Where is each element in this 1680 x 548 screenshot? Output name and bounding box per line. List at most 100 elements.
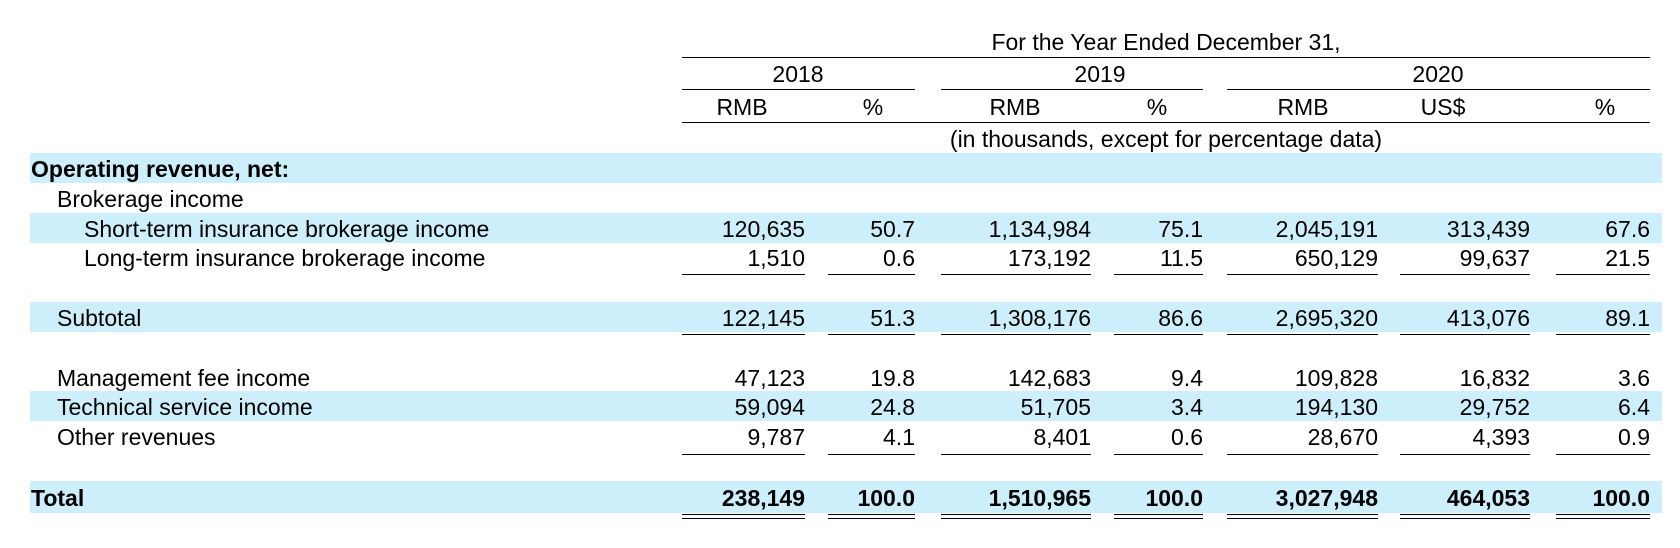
cell-short-term-0: 120,635 <box>721 216 805 242</box>
cell-technical-service-5: 29,752 <box>1459 394 1530 420</box>
column-header-rule <box>682 122 1650 123</box>
label-technical-service: Technical service income <box>57 394 313 420</box>
underline <box>941 334 1091 335</box>
label-other-revenues: Other revenues <box>57 424 216 450</box>
cell-management-fee-3: 9.4 <box>1171 365 1203 391</box>
col-header-rmb-2019: RMB <box>989 94 1041 120</box>
cell-total-1: 100.0 <box>857 485 915 511</box>
cell-technical-service-3: 3.4 <box>1171 394 1203 420</box>
label-long-term: Long-term insurance brokerage income <box>84 245 486 271</box>
underline <box>828 274 915 275</box>
year-2018: 2018 <box>772 61 824 87</box>
cell-total-0: 238,149 <box>721 485 805 511</box>
label-management-fee: Management fee income <box>57 365 311 391</box>
cell-management-fee-1: 19.8 <box>870 365 915 391</box>
cell-management-fee-0: 47,123 <box>734 365 805 391</box>
period-title-rule <box>682 57 1650 58</box>
cell-long-term-3: 11.5 <box>1159 245 1203 271</box>
double-underline <box>1227 514 1378 519</box>
cell-long-term-2: 173,192 <box>1007 245 1091 271</box>
cell-technical-service-6: 6.4 <box>1618 394 1650 420</box>
underline <box>1227 454 1378 455</box>
cell-other-revenues-6: 0.9 <box>1618 424 1650 450</box>
underline <box>682 334 805 335</box>
label-brokerage-income: Brokerage income <box>57 186 244 212</box>
cell-subtotal-3: 86.6 <box>1158 305 1203 331</box>
cell-management-fee-2: 142,683 <box>1007 365 1091 391</box>
cell-other-revenues-0: 9,787 <box>747 424 805 450</box>
row-shade-total <box>30 481 1662 513</box>
underline <box>1400 454 1530 455</box>
underline <box>941 454 1091 455</box>
double-underline <box>682 514 805 519</box>
col-header-pct-2019: % <box>1146 94 1168 120</box>
underline <box>1556 274 1650 275</box>
underline <box>1114 454 1203 455</box>
double-underline <box>941 514 1091 519</box>
cell-other-revenues-5: 4,393 <box>1472 424 1530 450</box>
cell-subtotal-6: 89.1 <box>1605 305 1650 331</box>
underline <box>682 274 805 275</box>
underline <box>828 454 915 455</box>
cell-total-3: 100.0 <box>1145 485 1203 511</box>
cell-other-revenues-2: 8,401 <box>1033 424 1091 450</box>
cell-other-revenues-4: 28,670 <box>1307 424 1378 450</box>
year-2019-rule <box>941 89 1203 90</box>
label-operating-revenue: Operating revenue, net: <box>31 156 290 182</box>
underline <box>1400 274 1530 275</box>
cell-subtotal-0: 122,145 <box>721 305 805 331</box>
year-2019: 2019 <box>1074 61 1126 87</box>
row-shade-technical-service <box>30 391 1662 421</box>
row-shade-subtotal <box>30 302 1662 332</box>
underline <box>1114 274 1203 275</box>
cell-technical-service-0: 59,094 <box>734 394 805 420</box>
underline <box>682 454 805 455</box>
year-2020: 2020 <box>1412 61 1464 87</box>
col-header-rmb-2020: RMB <box>1277 94 1329 120</box>
underline <box>1400 334 1530 335</box>
cell-other-revenues-1: 4.1 <box>883 424 915 450</box>
row-shade-operating-revenue <box>30 153 1662 183</box>
cell-short-term-6: 67.6 <box>1605 216 1650 242</box>
label-subtotal: Subtotal <box>57 305 142 331</box>
cell-subtotal-1: 51.3 <box>870 305 915 331</box>
year-2018-rule <box>682 89 915 90</box>
cell-subtotal-5: 413,076 <box>1446 305 1530 331</box>
cell-long-term-1: 0.6 <box>883 245 915 271</box>
cell-short-term-5: 313,439 <box>1446 216 1530 242</box>
label-short-term: Short-term insurance brokerage income <box>84 216 490 242</box>
cell-technical-service-1: 24.8 <box>870 394 915 420</box>
double-underline <box>828 514 915 519</box>
double-underline <box>1114 514 1203 519</box>
cell-management-fee-5: 16,832 <box>1459 365 1530 391</box>
double-underline <box>1556 514 1650 519</box>
col-header-usd-2020: US$ <box>1420 94 1466 120</box>
units-note: (in thousands, except for percentage dat… <box>949 126 1383 152</box>
cell-short-term-4: 2,045,191 <box>1275 216 1378 242</box>
cell-management-fee-4: 109,828 <box>1294 365 1378 391</box>
cell-short-term-1: 50.7 <box>870 216 915 242</box>
cell-other-revenues-3: 0.6 <box>1171 424 1203 450</box>
cell-long-term-4: 650,129 <box>1294 245 1378 271</box>
col-header-rmb-2018: RMB <box>716 94 768 120</box>
cell-total-4: 3,027,948 <box>1275 485 1378 511</box>
underline <box>1556 334 1650 335</box>
cell-management-fee-6: 3.6 <box>1618 365 1650 391</box>
cell-total-6: 100.0 <box>1592 485 1650 511</box>
cell-long-term-5: 99,637 <box>1459 245 1530 271</box>
cell-long-term-0: 1,510 <box>747 245 805 271</box>
cell-subtotal-4: 2,695,320 <box>1275 305 1378 331</box>
cell-subtotal-2: 1,308,176 <box>988 305 1091 331</box>
cell-total-5: 464,053 <box>1446 485 1530 511</box>
cell-short-term-3: 75.1 <box>1158 216 1203 242</box>
cell-long-term-6: 21.5 <box>1605 245 1650 271</box>
year-2020-rule <box>1227 89 1650 90</box>
col-header-pct-2018: % <box>862 94 884 120</box>
underline <box>941 274 1091 275</box>
label-total: Total <box>31 485 85 511</box>
underline <box>828 334 915 335</box>
double-underline <box>1400 514 1530 519</box>
underline <box>1556 454 1650 455</box>
cell-total-2: 1,510,965 <box>988 485 1091 511</box>
